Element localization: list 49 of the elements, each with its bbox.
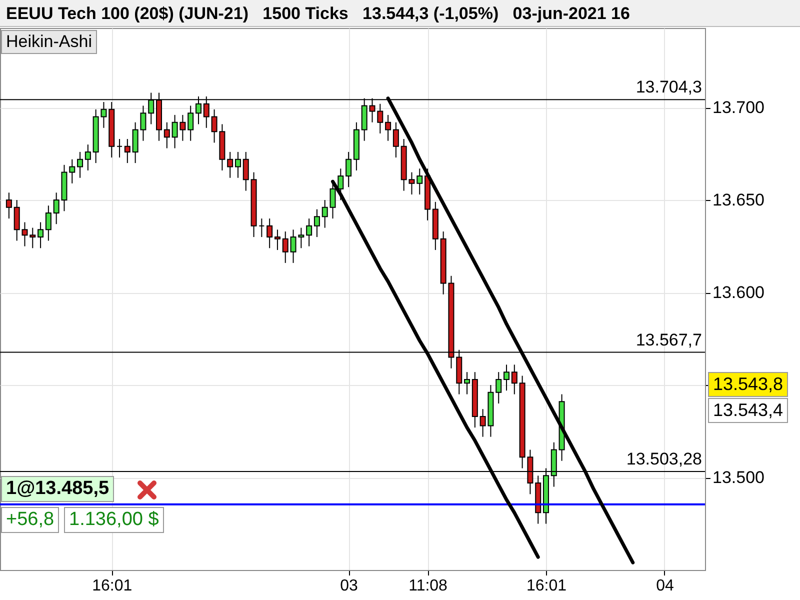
y-tick-label: 13.650: [712, 190, 764, 210]
candlestick: [6, 192, 12, 220]
candlestick: [346, 151, 352, 188]
candlestick: [124, 138, 130, 164]
annotation: +56,8: [1, 507, 60, 533]
candlestick: [306, 218, 312, 247]
candlestick: [392, 122, 399, 158]
candlestick: [274, 229, 280, 250]
candlestick: [314, 208, 320, 238]
candlestick: [282, 230, 288, 264]
x-tick-label: 16:01: [92, 578, 132, 594]
x-tick-label: 03: [340, 578, 358, 594]
annotation: Heikin-Ashi: [1, 30, 97, 54]
candlestick: [496, 372, 502, 404]
candlestick: [504, 364, 510, 392]
x-tick-label: 04: [656, 578, 674, 594]
candlestick: [511, 364, 518, 395]
text: 13.543,4: [708, 398, 788, 423]
candlestick: [242, 151, 249, 192]
candlestick: [266, 218, 273, 249]
y-tick-label: 13.700: [712, 98, 764, 118]
candlestick: [45, 205, 52, 242]
candlestick: [227, 151, 234, 178]
y-tick-label: 13.600: [712, 283, 764, 302]
candlestick: [77, 151, 84, 178]
ref-line-label: 13.567,7: [636, 330, 702, 350]
candlestick: [84, 144, 91, 171]
candlestick: [385, 114, 392, 142]
candlestick: [258, 218, 265, 238]
x-tick-label: 16:01: [526, 578, 567, 594]
candlestick: [464, 372, 470, 395]
candlestick: [416, 168, 423, 195]
candlestick: [164, 122, 170, 149]
ref-line-label: 13.503,28: [626, 449, 702, 468]
y-tick-label: 13.500: [712, 468, 764, 488]
annotation: 1.136,00 $: [64, 507, 164, 533]
candlestick: [116, 138, 123, 158]
annotation: 1@13.485,5: [1, 476, 114, 502]
candlestick: [188, 105, 194, 142]
ref-line-label: 13.704,3: [636, 78, 702, 97]
candlestick: [377, 103, 384, 134]
text: 13.543,8: [708, 372, 788, 397]
candlestick: [322, 200, 328, 228]
candlestick: [38, 222, 44, 249]
x-tick-label: 11:08: [408, 578, 448, 594]
candlestick: [234, 151, 241, 178]
chart-title: EEUU Tech 100 (20$) (JUN-21) 1500 Ticks 13.544,3 (-1,05%) 03-jun-2021 16: [0, 0, 800, 27]
candlestick: [69, 158, 76, 184]
candlestick: [30, 227, 36, 249]
